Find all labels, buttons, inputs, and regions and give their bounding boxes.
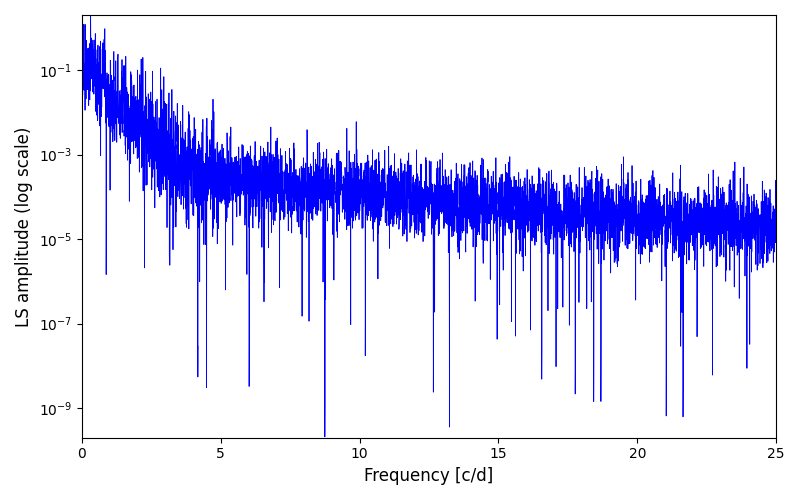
X-axis label: Frequency [c/d]: Frequency [c/d] <box>364 467 494 485</box>
Y-axis label: LS amplitude (log scale): LS amplitude (log scale) <box>15 126 33 326</box>
